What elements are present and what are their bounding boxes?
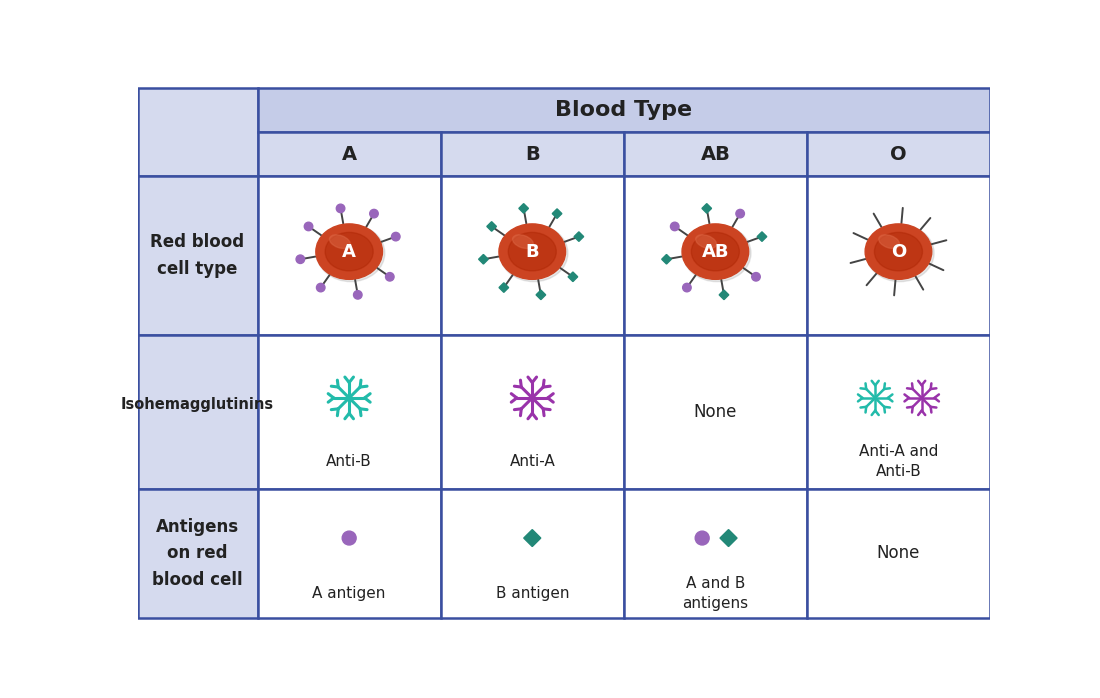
Circle shape [353,290,362,299]
Text: Blood Type: Blood Type [556,100,692,120]
Ellipse shape [879,235,900,248]
Bar [624,335,807,489]
Ellipse shape [683,225,751,282]
Text: Isohemagglutinins: Isohemagglutinins [121,396,274,412]
Ellipse shape [499,225,568,282]
Ellipse shape [865,224,932,279]
Text: Anti-B: Anti-B [327,454,372,469]
Circle shape [342,531,356,545]
Text: Anti-A and
Anti-B: Anti-A and Anti-B [859,445,938,480]
Bar [441,335,624,489]
Polygon shape [499,283,508,292]
Ellipse shape [316,224,383,279]
Circle shape [385,272,394,281]
Bar [138,335,257,489]
Polygon shape [524,530,541,547]
Bar [138,176,257,335]
Text: AB: AB [702,243,729,260]
Circle shape [671,222,679,230]
Bar [441,176,624,335]
Polygon shape [757,232,767,242]
Polygon shape [536,290,546,299]
Ellipse shape [695,235,716,248]
Ellipse shape [691,232,739,271]
Bar [441,489,624,618]
Ellipse shape [499,224,565,279]
Text: A antigen: A antigen [312,586,386,601]
Polygon shape [702,204,712,213]
Polygon shape [552,209,562,218]
Bar [257,176,441,335]
Ellipse shape [330,235,350,248]
Bar [257,88,990,132]
Circle shape [695,531,710,545]
Text: B: B [525,144,540,164]
Bar [138,88,257,176]
Polygon shape [719,290,729,299]
Bar [807,176,990,335]
Circle shape [337,204,344,213]
Ellipse shape [513,235,534,248]
Text: Red blood
cell type: Red blood cell type [151,233,244,278]
Circle shape [305,222,312,230]
Bar [624,489,807,618]
Polygon shape [574,232,584,242]
Bar [807,132,990,176]
Bar [624,132,807,176]
Circle shape [751,272,760,281]
Bar [807,489,990,618]
Ellipse shape [326,232,373,271]
Circle shape [296,255,305,263]
Circle shape [370,209,378,218]
Text: Anti-A: Anti-A [509,454,556,469]
Polygon shape [662,255,671,264]
Polygon shape [568,272,578,281]
Text: Antigens
on red
blood cell: Antigens on red blood cell [152,518,243,589]
Polygon shape [519,204,528,213]
Polygon shape [720,530,737,547]
Polygon shape [478,255,488,264]
Text: B: B [526,243,539,260]
Circle shape [736,209,745,218]
Text: O: O [890,144,906,164]
Text: None: None [694,403,737,421]
Text: A and B
antigens: A and B antigens [682,576,748,611]
Text: O: O [891,243,906,260]
Bar [807,335,990,489]
Text: A: A [342,243,356,260]
Ellipse shape [682,224,749,279]
Circle shape [317,283,324,292]
Ellipse shape [866,225,934,282]
Text: AB: AB [701,144,730,164]
Text: None: None [877,544,920,563]
Circle shape [392,232,400,241]
Bar [441,132,624,176]
Bar [624,176,807,335]
Text: B antigen: B antigen [495,586,569,601]
Circle shape [683,283,691,292]
Polygon shape [487,222,496,231]
Ellipse shape [508,232,557,271]
Bar [138,489,257,618]
Bar [257,132,441,176]
Ellipse shape [317,225,385,282]
Text: A: A [342,144,356,164]
Bar [257,489,441,618]
Ellipse shape [874,232,923,271]
Bar [257,335,441,489]
